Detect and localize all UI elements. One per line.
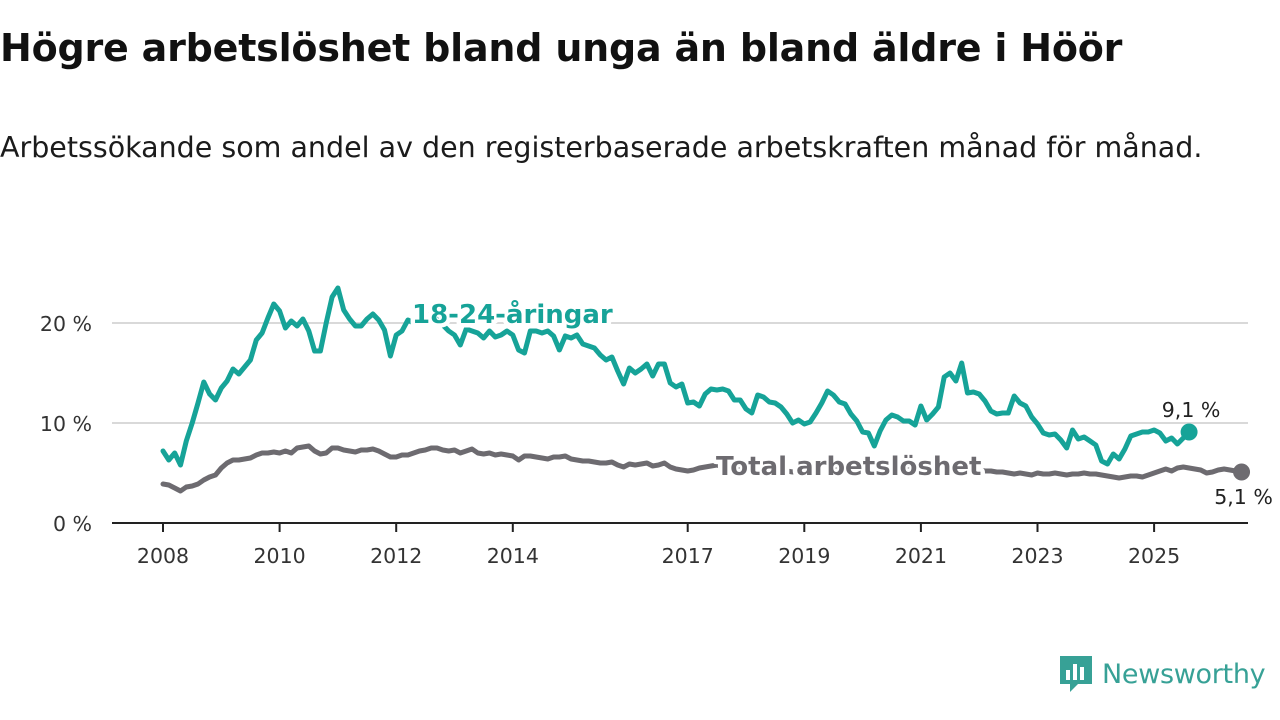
newsworthy-logo-icon	[1060, 656, 1092, 692]
newsworthy-brand[interactable]: Newsworthy	[1058, 654, 1266, 694]
brand-name: Newsworthy	[1102, 658, 1266, 690]
total-line-end-marker	[1233, 463, 1251, 481]
total-end-label: 5,1 %	[1214, 485, 1273, 509]
youth-series-label-halo: 18-24-åringar	[412, 298, 613, 330]
youth-line	[160, 285, 1192, 468]
page-subtitle: Arbetssökande som andel av den registerb…	[0, 131, 1203, 164]
x-tick-label: 2012	[370, 544, 422, 568]
x-tick-label: 2023	[1011, 544, 1063, 568]
y-tick-label: 20 %	[40, 312, 92, 336]
page-title: Högre arbetslöshet bland unga än bland ä…	[0, 26, 1123, 70]
youth-series-label: 18-24-åringar	[412, 298, 613, 330]
x-tick-label: 2017	[662, 544, 714, 568]
x-tick-label: 2014	[487, 544, 539, 568]
youth-end-label: 9,1 %	[1162, 398, 1221, 422]
total-series-label: Total arbetslöshet	[716, 452, 981, 482]
total-line	[160, 443, 1244, 494]
series-lines	[160, 285, 1251, 494]
gridlines	[112, 322, 1248, 424]
axes: 0 % 10 % 20 % 2008 2010 2012 2014 2017 2019 2021 2…	[40, 312, 1248, 568]
x-tick-label: 2008	[137, 544, 189, 568]
x-tick-label: 2021	[895, 544, 947, 568]
total-series-label-halo: Total arbetslöshet	[716, 452, 981, 482]
x-tick-label: 2019	[778, 544, 830, 568]
x-tick-label: 2025	[1128, 544, 1180, 568]
y-tick-label: 10 %	[40, 412, 92, 436]
x-tick-label: 2010	[254, 544, 306, 568]
youth-line-end-marker	[1180, 423, 1198, 441]
y-tick-label: 0 %	[53, 512, 92, 536]
